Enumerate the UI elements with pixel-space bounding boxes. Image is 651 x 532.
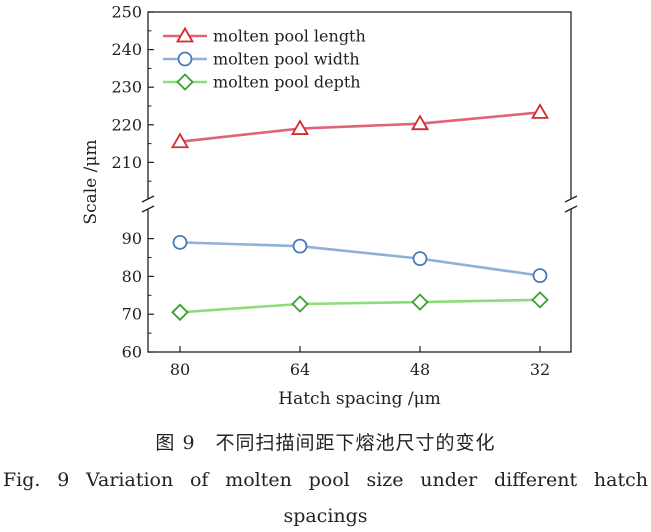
data-point-molten-pool-width bbox=[292, 238, 308, 254]
data-point-molten-pool-length bbox=[170, 132, 190, 149]
x-tick-label: 64 bbox=[290, 360, 310, 379]
data-point-molten-pool-width bbox=[532, 268, 548, 284]
figure-caption-chinese: 图 9 不同扫描间距下熔池尺寸的变化 bbox=[155, 432, 496, 454]
data-point-molten-pool-length bbox=[530, 103, 550, 119]
data-point-molten-pool-length bbox=[410, 114, 430, 131]
data-point-molten-pool-depth bbox=[291, 295, 309, 313]
series-line-molten-pool-depth bbox=[179, 298, 541, 314]
axis-break-mark-left-bottom bbox=[141, 205, 155, 213]
axis-break-mark-right-top bbox=[564, 195, 578, 203]
plot-frame bbox=[147, 11, 572, 353]
y-tick-label: 90 bbox=[122, 229, 142, 248]
legend-label-molten-pool-width: molten pool width bbox=[213, 50, 360, 69]
series-line-molten-pool-length bbox=[179, 111, 541, 144]
x-axis-title: Hatch spacing /μm bbox=[278, 389, 441, 409]
chart: 210 220 230 240 250 60 70 80 90 80 64 48 32 Hatch spa… bbox=[81, 3, 578, 409]
y-axis-title: Scale /μm bbox=[81, 139, 101, 224]
y-tick-label: 80 bbox=[122, 267, 142, 286]
x-tick-label: 32 bbox=[530, 360, 550, 379]
y-tick-label: 230 bbox=[111, 78, 142, 97]
y-tick-label: 210 bbox=[111, 153, 142, 172]
legend-marker-molten-pool-width bbox=[177, 51, 193, 67]
data-point-molten-pool-length bbox=[290, 119, 310, 135]
x-tick-label: 80 bbox=[170, 360, 190, 379]
axis-break-mark-left-top bbox=[141, 195, 155, 203]
y-tick-label: 240 bbox=[111, 40, 142, 59]
legend-label-molten-pool-length: molten pool length bbox=[213, 27, 366, 46]
data-point-molten-pool-depth bbox=[531, 291, 549, 309]
legend-marker-molten-pool-depth bbox=[176, 73, 194, 91]
figure-caption-english-line1: Fig. 9 Variation of molten pool size und… bbox=[3, 469, 648, 491]
data-point-molten-pool-width bbox=[172, 234, 188, 250]
axis-break-mark-right-bottom bbox=[564, 205, 578, 213]
legend-label-molten-pool-depth: molten pool depth bbox=[213, 73, 361, 92]
axis-break-gap-right bbox=[565, 199, 577, 209]
y-tick-label: 250 bbox=[111, 3, 142, 22]
x-tick-label: 48 bbox=[410, 360, 430, 379]
series-line-molten-pool-width bbox=[179, 241, 541, 277]
y-tick-label: 70 bbox=[122, 305, 142, 324]
data-point-molten-pool-width bbox=[412, 251, 428, 267]
legend-marker-molten-pool-length bbox=[175, 26, 195, 43]
y-tick-label: 60 bbox=[122, 343, 142, 362]
axis-break-gap-left bbox=[142, 199, 154, 209]
y-tick-label: 220 bbox=[111, 115, 142, 134]
figure-caption-english-line2: spacings bbox=[283, 505, 368, 527]
data-point-molten-pool-depth bbox=[411, 293, 429, 311]
data-point-molten-pool-depth bbox=[171, 303, 189, 322]
